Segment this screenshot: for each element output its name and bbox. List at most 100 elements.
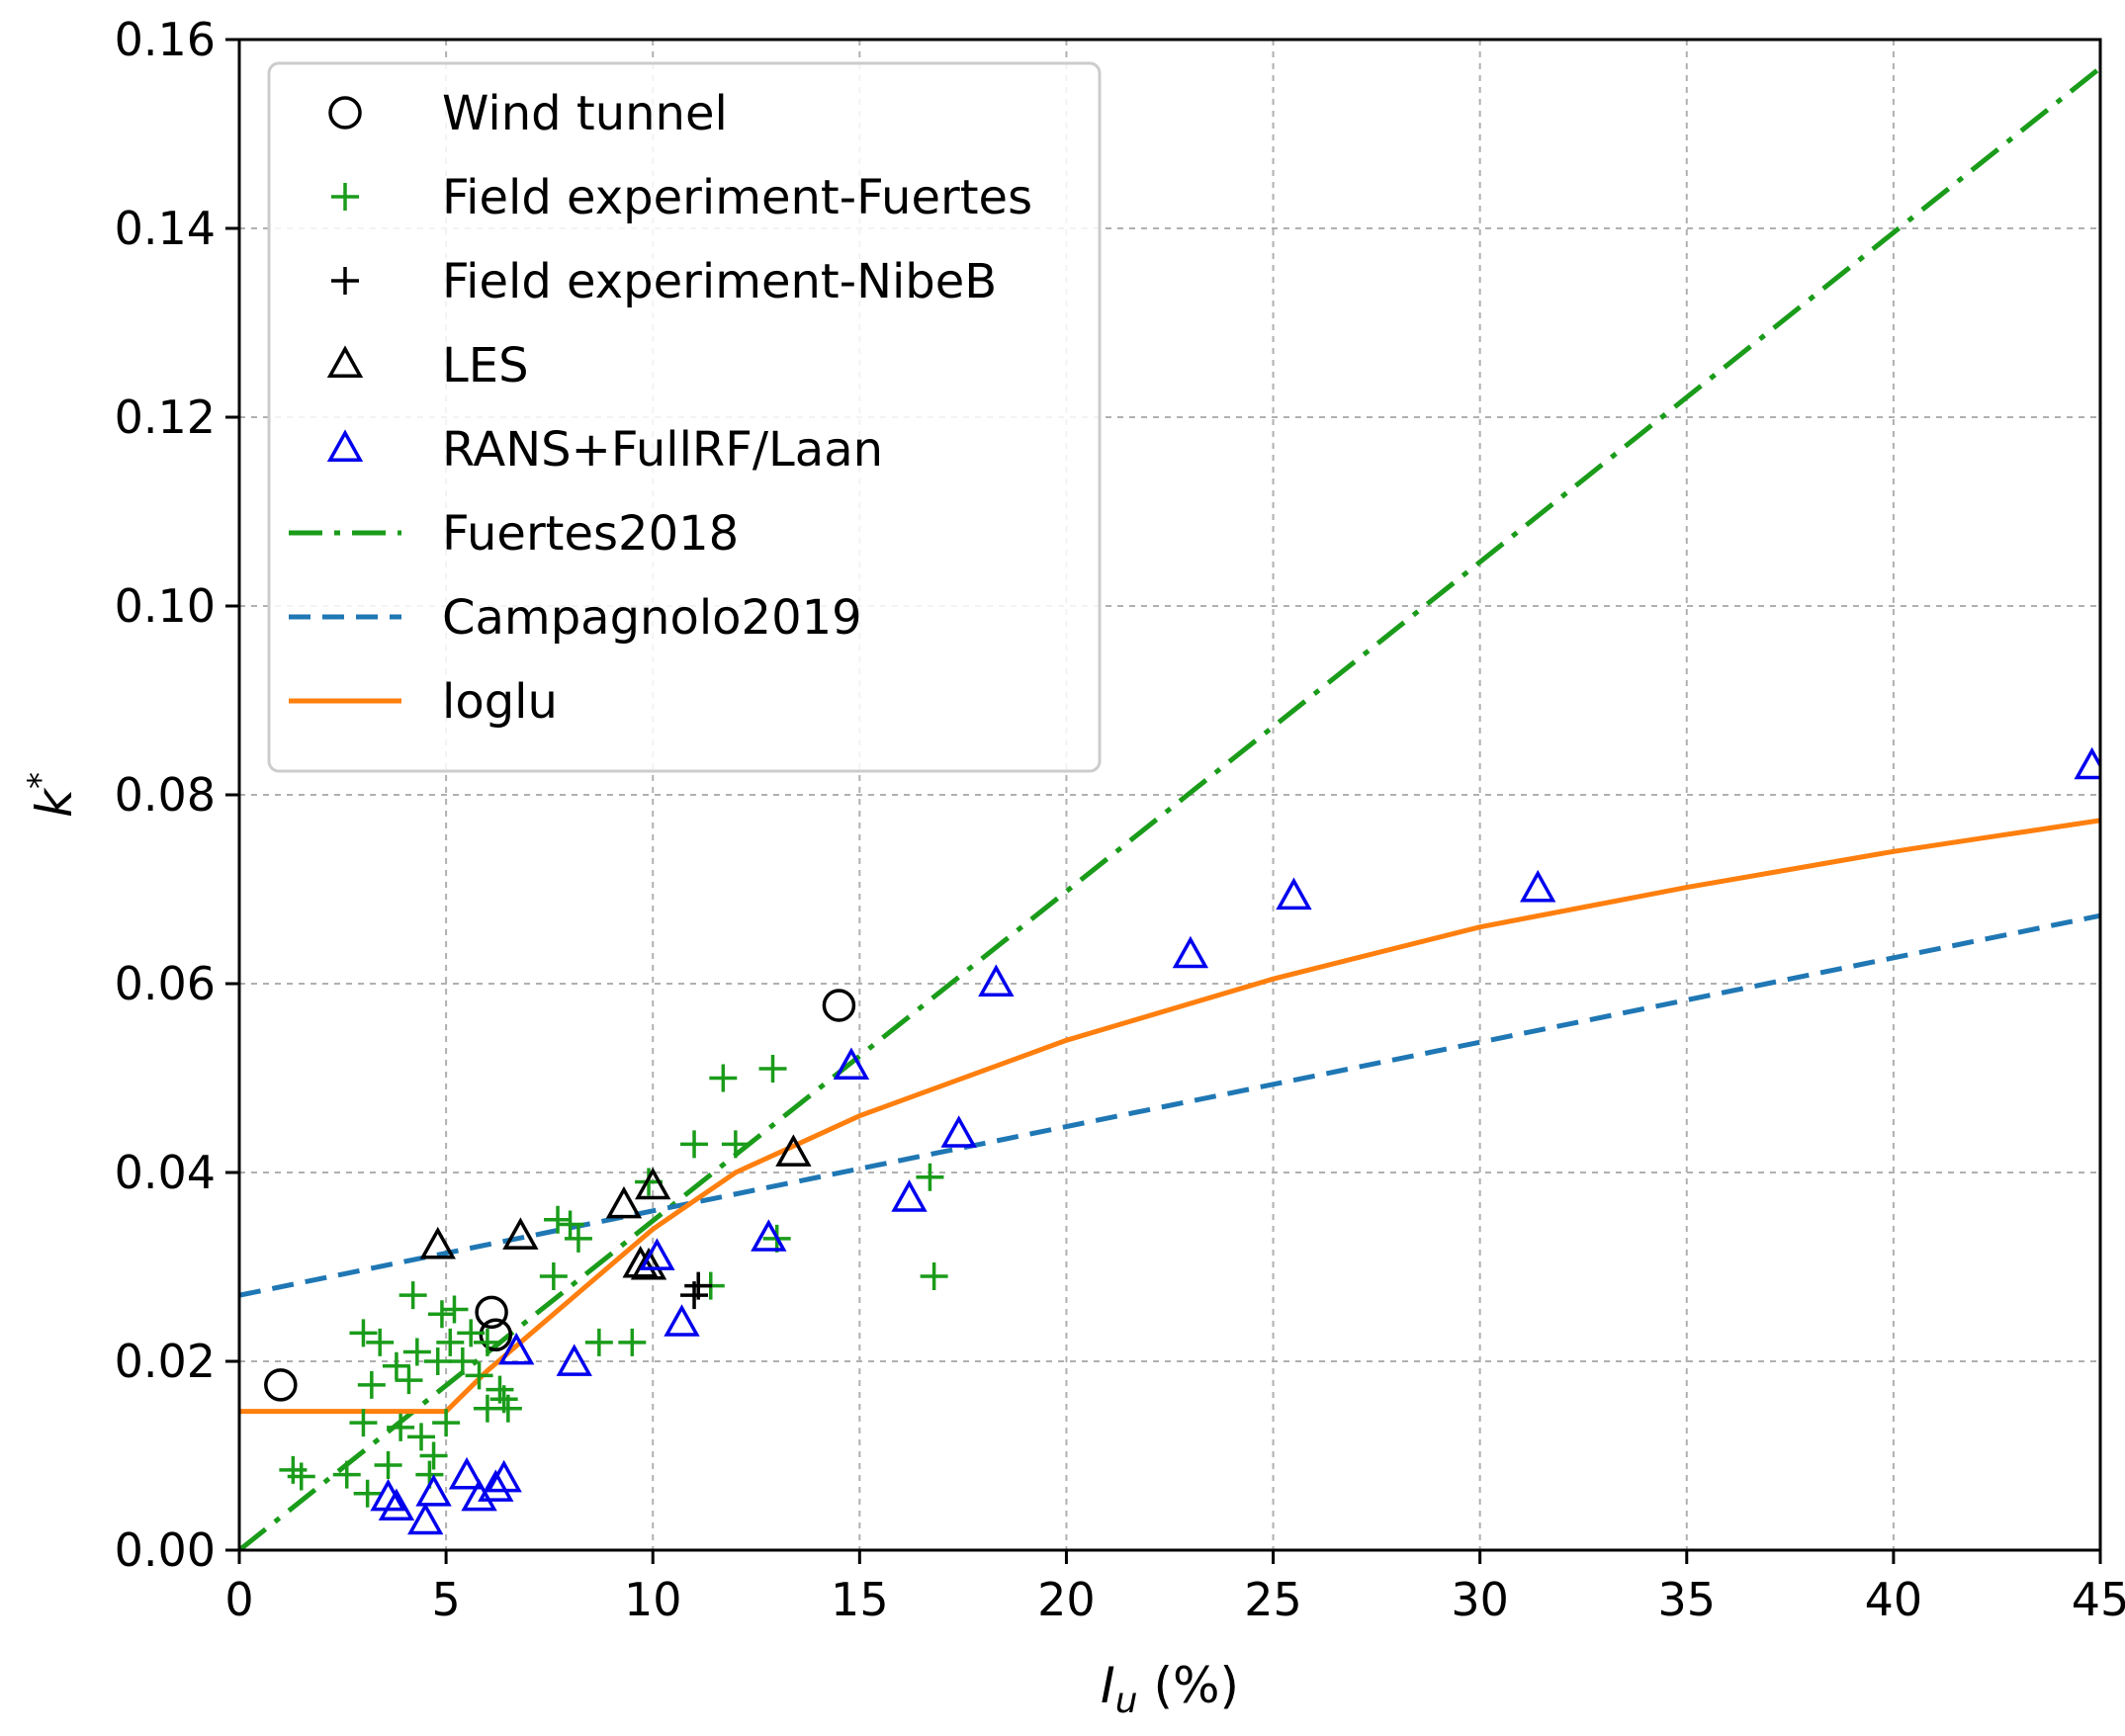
data-point — [264, 1368, 298, 1402]
data-point — [630, 1247, 667, 1280]
data-point — [618, 1328, 647, 1356]
series-loglu — [239, 818, 2100, 1415]
legend-entry-campagnolo2019: Campagnolo2019 — [289, 590, 862, 646]
y-tick-label: 0.04 — [115, 1146, 216, 1199]
line-campagnolo2019 — [239, 912, 2100, 1298]
series-field-experiment-nibeb — [680, 1271, 713, 1310]
y-tick-label: 0.12 — [115, 391, 216, 444]
legend-label: Campagnolo2019 — [442, 590, 862, 646]
data-point — [473, 1328, 501, 1356]
data-point — [605, 1185, 643, 1219]
legend: Wind tunnel Field experiment-Fuertes Field… — [267, 61, 1102, 773]
y-tick-label: 0.00 — [115, 1523, 216, 1577]
legend-marker — [326, 345, 364, 378]
data-point — [1276, 877, 1312, 911]
x-tick-label: 10 — [624, 1573, 682, 1626]
x-tick-label: 35 — [1658, 1573, 1717, 1626]
axis-ticks: 0 5 10 15 20 25 30 35 40 45 0.00 0.02 0.04 0.06 0.08 0.… — [115, 13, 2125, 1626]
data-point — [387, 1413, 415, 1441]
legend-entry-les: LES — [326, 338, 529, 393]
data-point — [374, 1451, 402, 1480]
line-loglu — [239, 818, 2100, 1415]
data-point — [402, 1338, 431, 1366]
legend-box — [267, 61, 1102, 773]
legend-entry-field-experiment-nibeb: Field experiment-NibeB — [331, 254, 997, 309]
data-point — [427, 1300, 456, 1329]
series-wind-tunnel — [264, 989, 856, 1402]
series-fuertes2018 — [239, 65, 2100, 1550]
legend-label: loglu — [442, 674, 558, 730]
data-point — [978, 964, 1015, 997]
data-point — [378, 1488, 415, 1520]
data-point — [415, 1474, 452, 1507]
data-point — [366, 1328, 395, 1356]
x-axis-label-unit: (%) — [1138, 1657, 1239, 1714]
x-axis-label-subscript: u — [1115, 1681, 1138, 1721]
legend-label: Field experiment-Fuertes — [442, 170, 1032, 225]
data-point — [751, 1219, 787, 1252]
legend-entry-fuertes2018: Fuertes2018 — [289, 506, 739, 562]
data-point — [758, 1054, 787, 1083]
data-point — [775, 1134, 812, 1167]
data-point — [423, 1347, 452, 1375]
data-point — [556, 1344, 592, 1376]
data-point — [407, 1502, 444, 1535]
data-point — [382, 1351, 410, 1380]
data-point — [1172, 935, 1209, 969]
x-tick-label: 40 — [1865, 1573, 1923, 1626]
x-tick-label: 15 — [831, 1573, 889, 1626]
data-point — [684, 1271, 713, 1300]
legend-label: LES — [442, 338, 529, 393]
y-tick-label: 0.06 — [115, 957, 216, 1010]
data-point — [544, 1205, 573, 1234]
legend-label: Wind tunnel — [442, 86, 728, 141]
data-point — [502, 1217, 539, 1250]
data-point — [833, 1047, 870, 1080]
data-point — [556, 1210, 584, 1239]
data-point — [448, 1456, 486, 1490]
y-tick-label: 0.16 — [115, 13, 216, 66]
data-point — [398, 1281, 427, 1310]
x-tick-label: 5 — [431, 1573, 460, 1626]
legend-marker — [328, 96, 362, 130]
x-tick-label: 30 — [1451, 1573, 1509, 1626]
legend-entry-loglu: loglu — [289, 674, 558, 730]
data-point — [493, 1394, 522, 1423]
data-point — [584, 1328, 613, 1356]
data-point — [461, 1478, 497, 1512]
y-axis-label-superscript: * — [21, 772, 60, 789]
data-point — [407, 1423, 436, 1451]
data-point — [664, 1304, 700, 1337]
legend-marker — [326, 429, 364, 462]
data-point — [357, 1370, 386, 1399]
data-point — [478, 1469, 514, 1502]
line-fuertes2018 — [239, 65, 2100, 1550]
y-tick-label: 0.14 — [115, 202, 216, 255]
legend-marker — [331, 183, 359, 211]
data-point — [448, 1347, 477, 1375]
data-point — [2074, 746, 2100, 780]
data-point — [822, 989, 856, 1022]
data-point — [940, 1115, 977, 1148]
data-point — [465, 1361, 493, 1390]
data-point — [486, 1459, 522, 1493]
data-point — [419, 1226, 456, 1259]
y-tick-label: 0.08 — [115, 768, 216, 822]
legend-label: Field experiment-NibeB — [442, 254, 997, 309]
data-point — [436, 1328, 465, 1356]
data-point — [349, 1409, 378, 1437]
data-point — [680, 1130, 709, 1159]
legend-label: RANS+FullRF/Laan — [442, 422, 883, 477]
data-point — [920, 1262, 948, 1291]
data-point — [564, 1224, 592, 1253]
data-point — [287, 1462, 315, 1491]
data-point — [395, 1366, 423, 1395]
x-tick-label: 0 — [224, 1573, 253, 1626]
data-point — [479, 1318, 513, 1352]
data-point — [432, 1409, 461, 1437]
data-point — [891, 1179, 928, 1212]
x-axis-label-main: I — [1101, 1657, 1115, 1714]
y-axis-label-main: k — [26, 787, 83, 818]
y-tick-label: 0.10 — [115, 579, 216, 633]
